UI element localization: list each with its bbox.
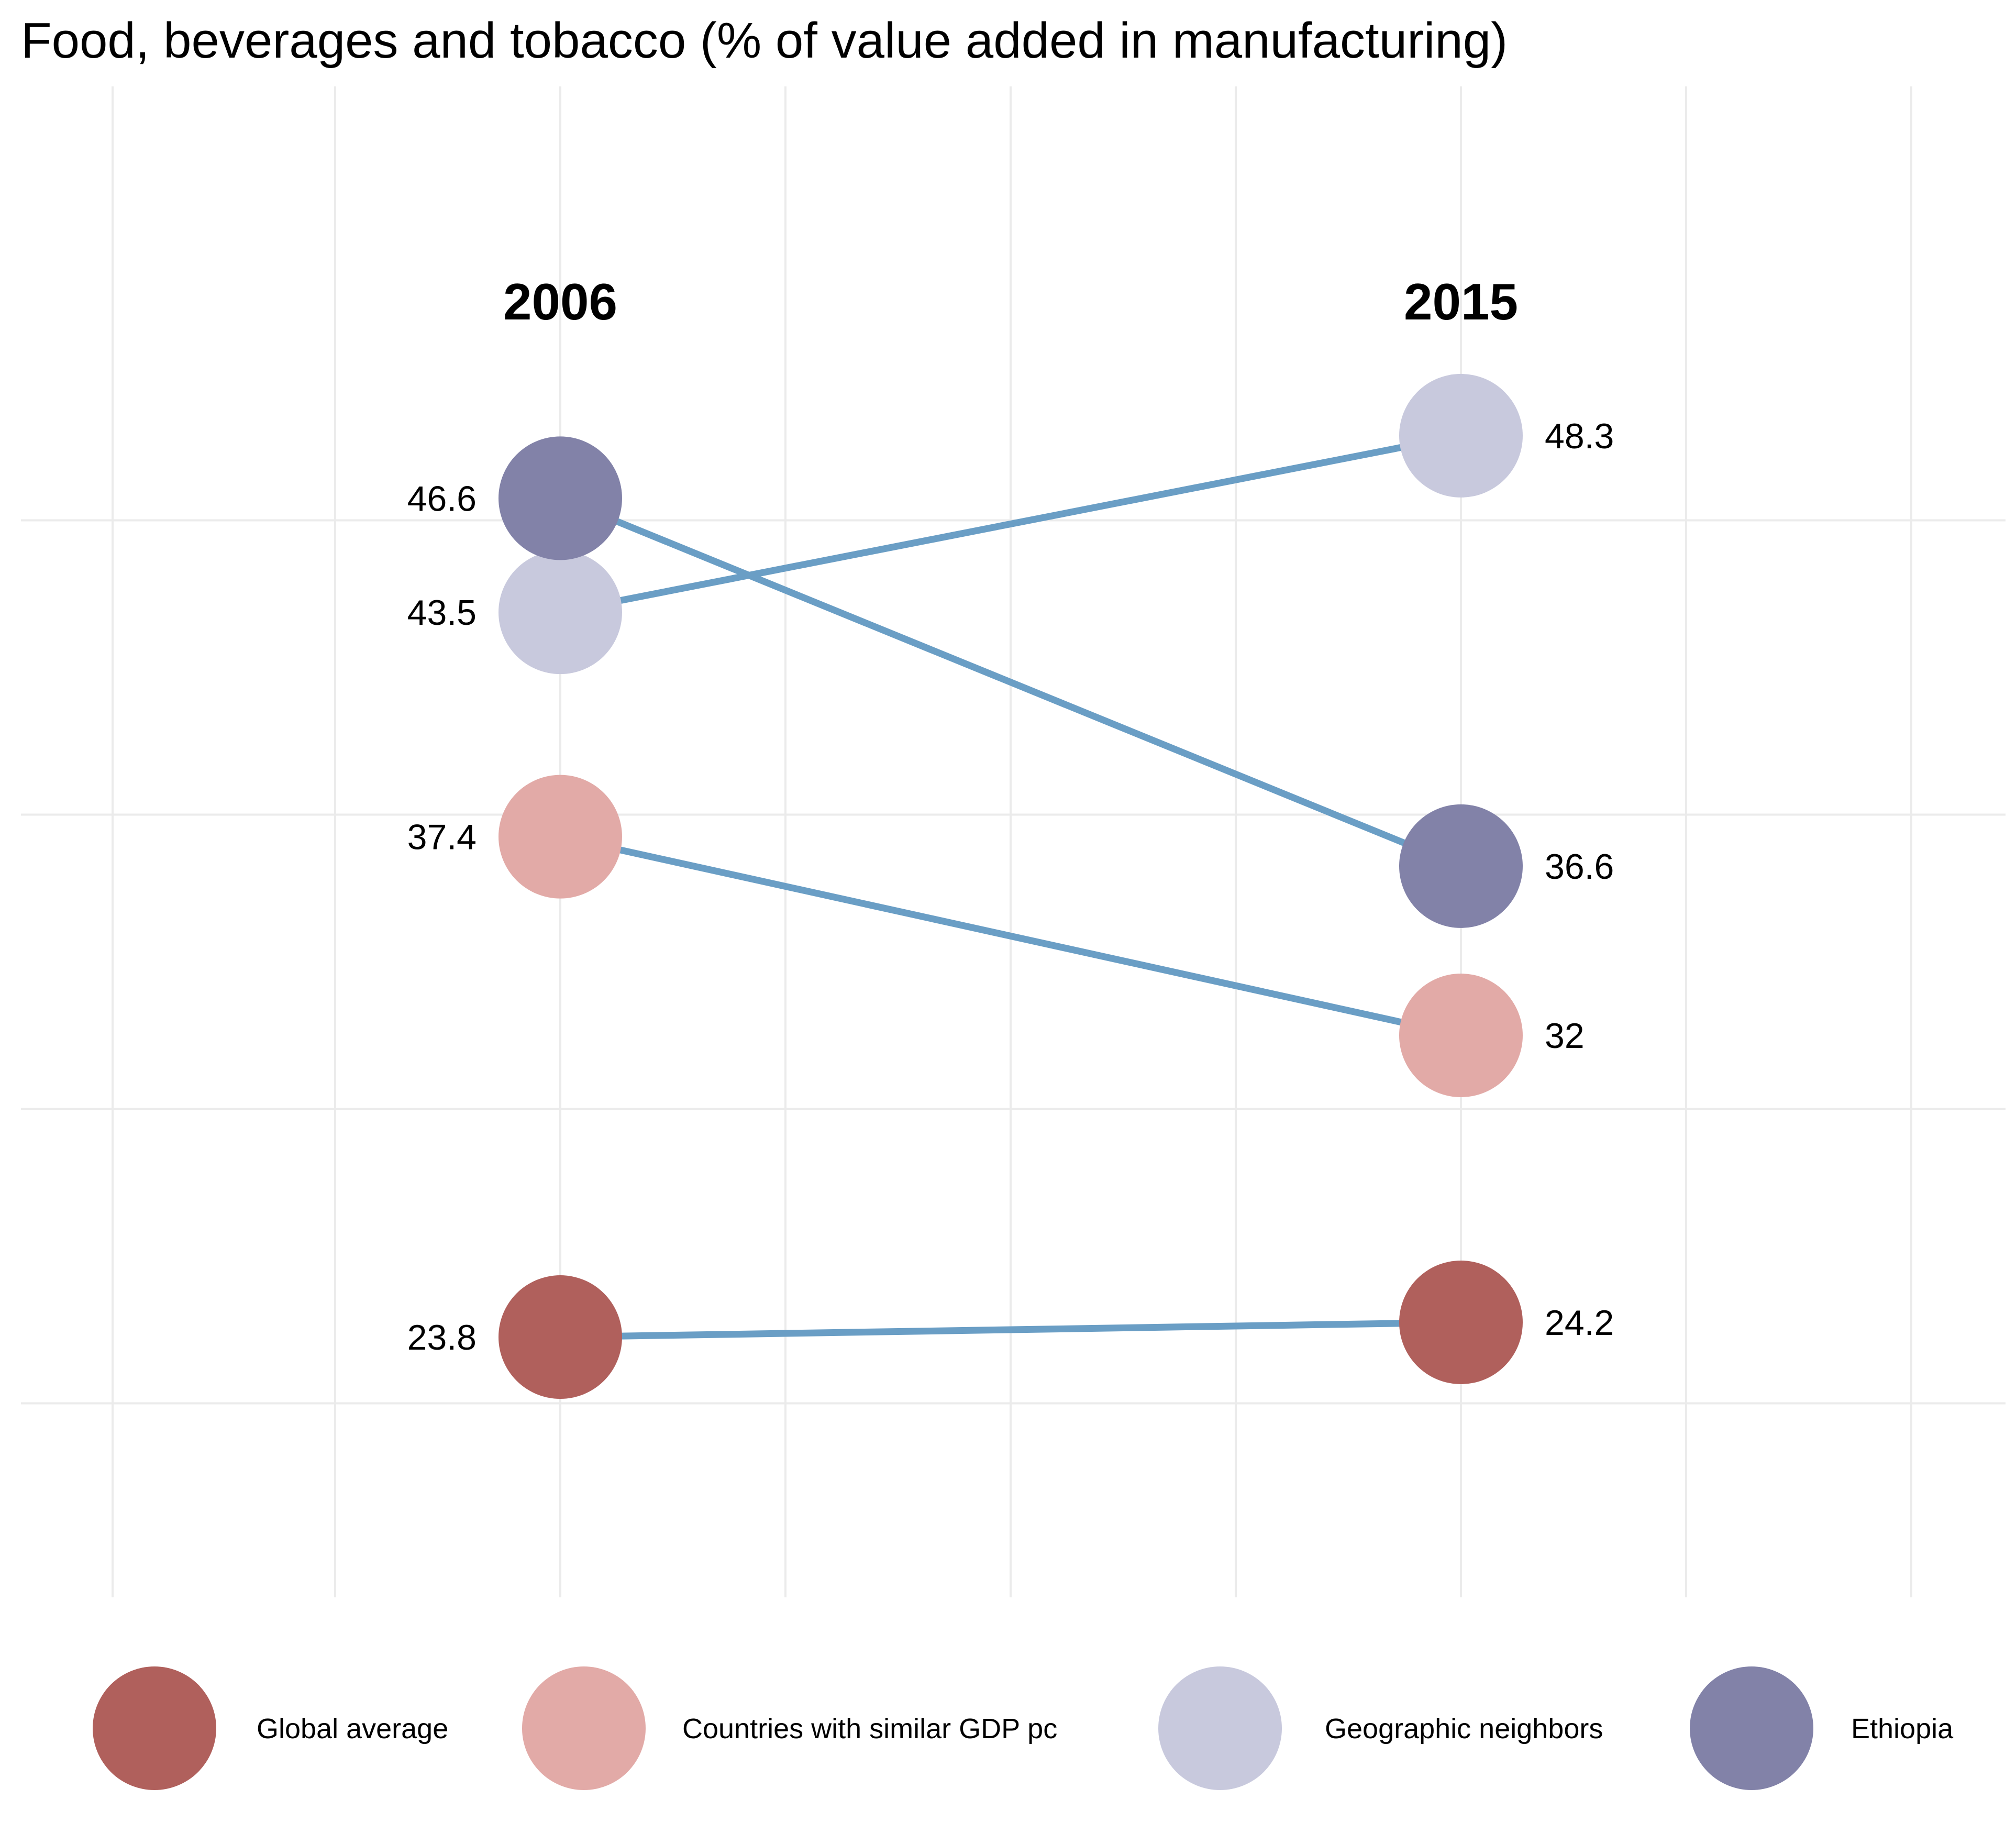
year-label-2006: 2006: [503, 273, 617, 330]
value-label: 37.4: [407, 818, 477, 857]
value-label: 48.3: [1545, 416, 1614, 456]
legend-swatch: [522, 1666, 646, 1790]
data-points: [499, 373, 1523, 1399]
value-label: 46.6: [407, 479, 477, 518]
slope-line: [559, 432, 1462, 616]
chart-title: Food, beverages and tobacco (% of value …: [21, 13, 1508, 69]
data-point: [1399, 373, 1523, 498]
data-point: [499, 775, 622, 899]
value-label: 43.5: [407, 593, 477, 633]
value-label: 32: [1545, 1016, 1585, 1056]
legend-swatch: [1158, 1666, 1282, 1790]
legend-label: Ethiopia: [1851, 1713, 1954, 1744]
slope-lines: [559, 432, 1463, 1341]
legend-label: Global average: [257, 1713, 448, 1744]
grid: [21, 86, 2006, 1597]
slope-line: [559, 833, 1462, 1039]
value-labels: 23.8 24.2 37.4 32 43.5 48.3 46.6 36.6: [407, 416, 1614, 1357]
data-point: [499, 436, 622, 560]
data-point: [499, 550, 622, 675]
legend-label: Countries with similar GDP pc: [682, 1713, 1057, 1744]
slope-line: [560, 1319, 1461, 1341]
data-point: [1399, 974, 1523, 1097]
value-label: 24.2: [1545, 1303, 1614, 1343]
data-point: [1399, 804, 1523, 928]
slope-line: [559, 495, 1463, 869]
legend-label: Geographic neighbors: [1325, 1713, 1603, 1744]
legend: Global average Countries with similar GDP…: [93, 1666, 1954, 1790]
legend-swatch: [1690, 1666, 1813, 1790]
data-point: [499, 1275, 622, 1399]
data-point: [1399, 1260, 1523, 1384]
year-label-2015: 2015: [1404, 273, 1518, 330]
value-label: 23.8: [407, 1318, 477, 1357]
legend-swatch: [93, 1666, 216, 1790]
value-label: 36.6: [1545, 847, 1614, 887]
